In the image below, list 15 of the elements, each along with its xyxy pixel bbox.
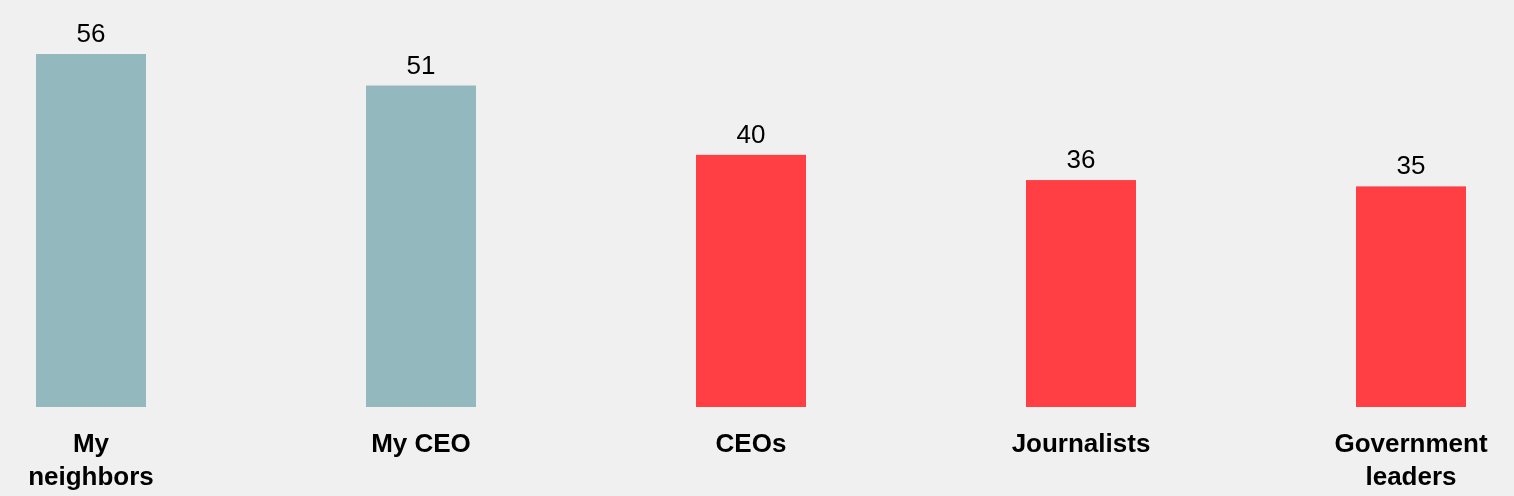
- data-label: 35: [1396, 150, 1426, 181]
- x-tick-label: My neighbors: [28, 428, 154, 491]
- bar: [36, 54, 146, 407]
- x-tick-label: Journalists: [1011, 428, 1151, 458]
- data-label: 40: [736, 118, 766, 149]
- bar: [1356, 186, 1466, 407]
- bar: [696, 154, 806, 407]
- x-tick-label: My CEO: [371, 428, 471, 458]
- x-tick-label: Government leaders: [1334, 428, 1488, 491]
- data-label: 56: [76, 18, 106, 48]
- data-label: 36: [1066, 144, 1096, 175]
- data-label: 51: [406, 49, 436, 80]
- bar: [1026, 180, 1136, 407]
- x-tick-label: CEOs: [715, 428, 787, 458]
- bar: [366, 85, 476, 407]
